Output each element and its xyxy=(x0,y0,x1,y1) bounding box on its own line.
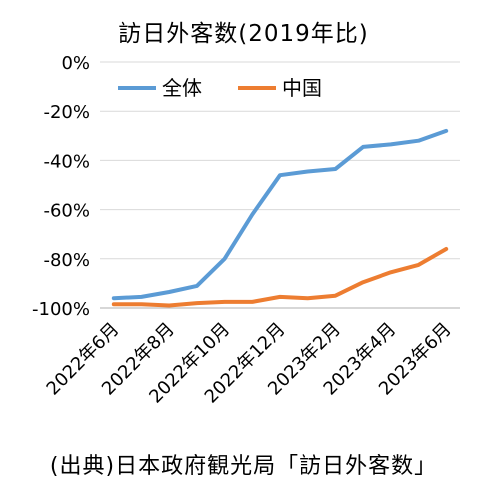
y-tick-label: -40% xyxy=(43,151,90,172)
legend-label: 中国 xyxy=(282,76,322,100)
legend-label: 全体 xyxy=(162,76,202,100)
y-tick-label: -100% xyxy=(32,299,90,320)
series-line xyxy=(111,128,449,301)
y-tick-label: -20% xyxy=(43,102,90,123)
y-tick-label: -80% xyxy=(43,250,90,271)
chart-title: 訪日外客数(2019年比) xyxy=(118,21,369,47)
source-note: (出典)日本政府観光局「訪日外客数」 xyxy=(49,454,438,479)
y-tick-label: 0% xyxy=(61,53,90,74)
x-axis-ticks: 2022年6月2022年8月2022年10月2022年12月2023年2月202… xyxy=(43,319,456,408)
y-axis-ticks: 0% -20% -40% -60% -80% -100% xyxy=(32,53,90,320)
grid-lines xyxy=(100,61,460,260)
legend: 全体 中国 xyxy=(118,76,322,100)
series-lines xyxy=(111,128,449,308)
series-line xyxy=(111,247,449,308)
y-tick-label: -60% xyxy=(43,201,90,222)
